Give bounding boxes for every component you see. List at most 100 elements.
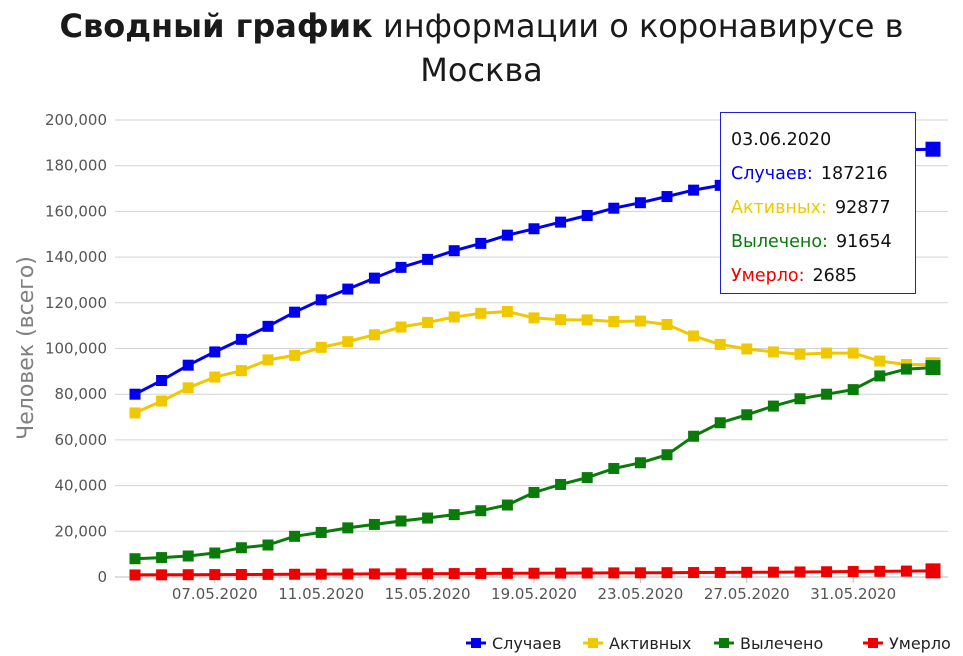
data-point[interactable]: [634, 567, 646, 579]
data-point[interactable]: [342, 336, 354, 348]
data-point[interactable]: [821, 388, 833, 400]
data-point[interactable]: [395, 568, 407, 580]
data-point[interactable]: [315, 294, 327, 306]
data-point[interactable]: [182, 550, 194, 562]
data-point[interactable]: [794, 348, 806, 360]
data-point[interactable]: [874, 565, 886, 577]
data-point[interactable]: [555, 478, 567, 490]
data-point[interactable]: [634, 197, 646, 209]
data-point[interactable]: [182, 569, 194, 581]
data-point[interactable]: [555, 216, 567, 228]
data-point[interactable]: [422, 253, 434, 265]
data-point[interactable]: [422, 512, 434, 524]
data-point[interactable]: [714, 417, 726, 429]
data-point[interactable]: [900, 565, 912, 577]
data-point[interactable]: [262, 320, 274, 332]
data-point[interactable]: [688, 330, 700, 342]
data-point[interactable]: [475, 567, 487, 579]
data-point[interactable]: [156, 552, 168, 564]
data-point[interactable]: [794, 566, 806, 578]
data-point[interactable]: [156, 569, 168, 581]
data-point[interactable]: [714, 338, 726, 350]
data-point[interactable]: [156, 395, 168, 407]
data-point[interactable]: [608, 316, 620, 328]
data-point[interactable]: [182, 382, 194, 394]
data-point[interactable]: [368, 568, 380, 580]
data-point[interactable]: [900, 363, 912, 375]
data-point[interactable]: [235, 365, 247, 377]
data-point[interactable]: [741, 343, 753, 355]
data-point[interactable]: [634, 457, 646, 469]
data-point[interactable]: [608, 202, 620, 214]
data-point[interactable]: [209, 547, 221, 559]
data-point[interactable]: [182, 359, 194, 371]
data-point[interactable]: [688, 184, 700, 196]
data-point[interactable]: [368, 272, 380, 284]
legend-label[interactable]: Случаев: [492, 634, 561, 653]
data-point[interactable]: [395, 515, 407, 527]
data-point[interactable]: [847, 384, 859, 396]
data-point[interactable]: [741, 409, 753, 421]
data-point[interactable]: [235, 542, 247, 554]
data-point[interactable]: [925, 360, 941, 376]
data-point[interactable]: [289, 530, 301, 542]
data-point[interactable]: [501, 567, 513, 579]
data-point[interactable]: [555, 314, 567, 326]
data-point[interactable]: [741, 566, 753, 578]
data-point[interactable]: [315, 568, 327, 580]
data-point[interactable]: [634, 315, 646, 327]
data-point[interactable]: [289, 568, 301, 580]
data-point[interactable]: [289, 306, 301, 318]
data-point[interactable]: [847, 566, 859, 578]
data-point[interactable]: [448, 245, 460, 257]
data-point[interactable]: [874, 370, 886, 382]
data-point[interactable]: [501, 499, 513, 511]
data-point[interactable]: [528, 312, 540, 324]
data-point[interactable]: [767, 566, 779, 578]
data-point[interactable]: [395, 321, 407, 333]
data-point[interactable]: [555, 567, 567, 579]
data-point[interactable]: [422, 568, 434, 580]
data-point[interactable]: [475, 307, 487, 319]
data-point[interactable]: [262, 354, 274, 366]
data-point[interactable]: [581, 210, 593, 222]
data-point[interactable]: [235, 568, 247, 580]
data-point[interactable]: [688, 567, 700, 579]
data-point[interactable]: [608, 462, 620, 474]
data-point[interactable]: [209, 371, 221, 383]
data-point[interactable]: [794, 393, 806, 405]
data-point[interactable]: [581, 567, 593, 579]
data-point[interactable]: [235, 333, 247, 345]
data-point[interactable]: [821, 566, 833, 578]
data-point[interactable]: [925, 563, 941, 579]
data-point[interactable]: [129, 407, 141, 419]
data-point[interactable]: [528, 223, 540, 235]
data-point[interactable]: [209, 346, 221, 358]
data-point[interactable]: [767, 346, 779, 358]
data-point[interactable]: [925, 141, 941, 157]
data-point[interactable]: [501, 229, 513, 241]
data-point[interactable]: [528, 486, 540, 498]
data-point[interactable]: [874, 355, 886, 367]
data-point[interactable]: [475, 237, 487, 249]
legend-label[interactable]: Активных: [609, 634, 691, 653]
data-point[interactable]: [129, 388, 141, 400]
data-point[interactable]: [422, 316, 434, 328]
data-point[interactable]: [528, 567, 540, 579]
data-point[interactable]: [448, 311, 460, 323]
data-point[interactable]: [262, 568, 274, 580]
data-point[interactable]: [315, 341, 327, 353]
data-point[interactable]: [688, 430, 700, 442]
data-point[interactable]: [767, 400, 779, 412]
data-point[interactable]: [475, 505, 487, 517]
data-point[interactable]: [129, 569, 141, 581]
legend-label[interactable]: Вылечено: [740, 634, 823, 653]
data-point[interactable]: [262, 539, 274, 551]
data-point[interactable]: [342, 522, 354, 534]
data-point[interactable]: [608, 567, 620, 579]
data-point[interactable]: [395, 261, 407, 273]
data-point[interactable]: [448, 509, 460, 521]
data-point[interactable]: [315, 526, 327, 538]
data-point[interactable]: [661, 319, 673, 331]
data-point[interactable]: [342, 568, 354, 580]
